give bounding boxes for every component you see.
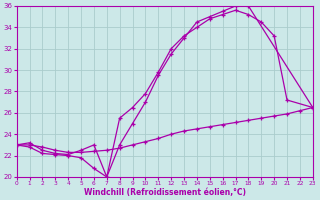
X-axis label: Windchill (Refroidissement éolien,°C): Windchill (Refroidissement éolien,°C) [84, 188, 246, 197]
